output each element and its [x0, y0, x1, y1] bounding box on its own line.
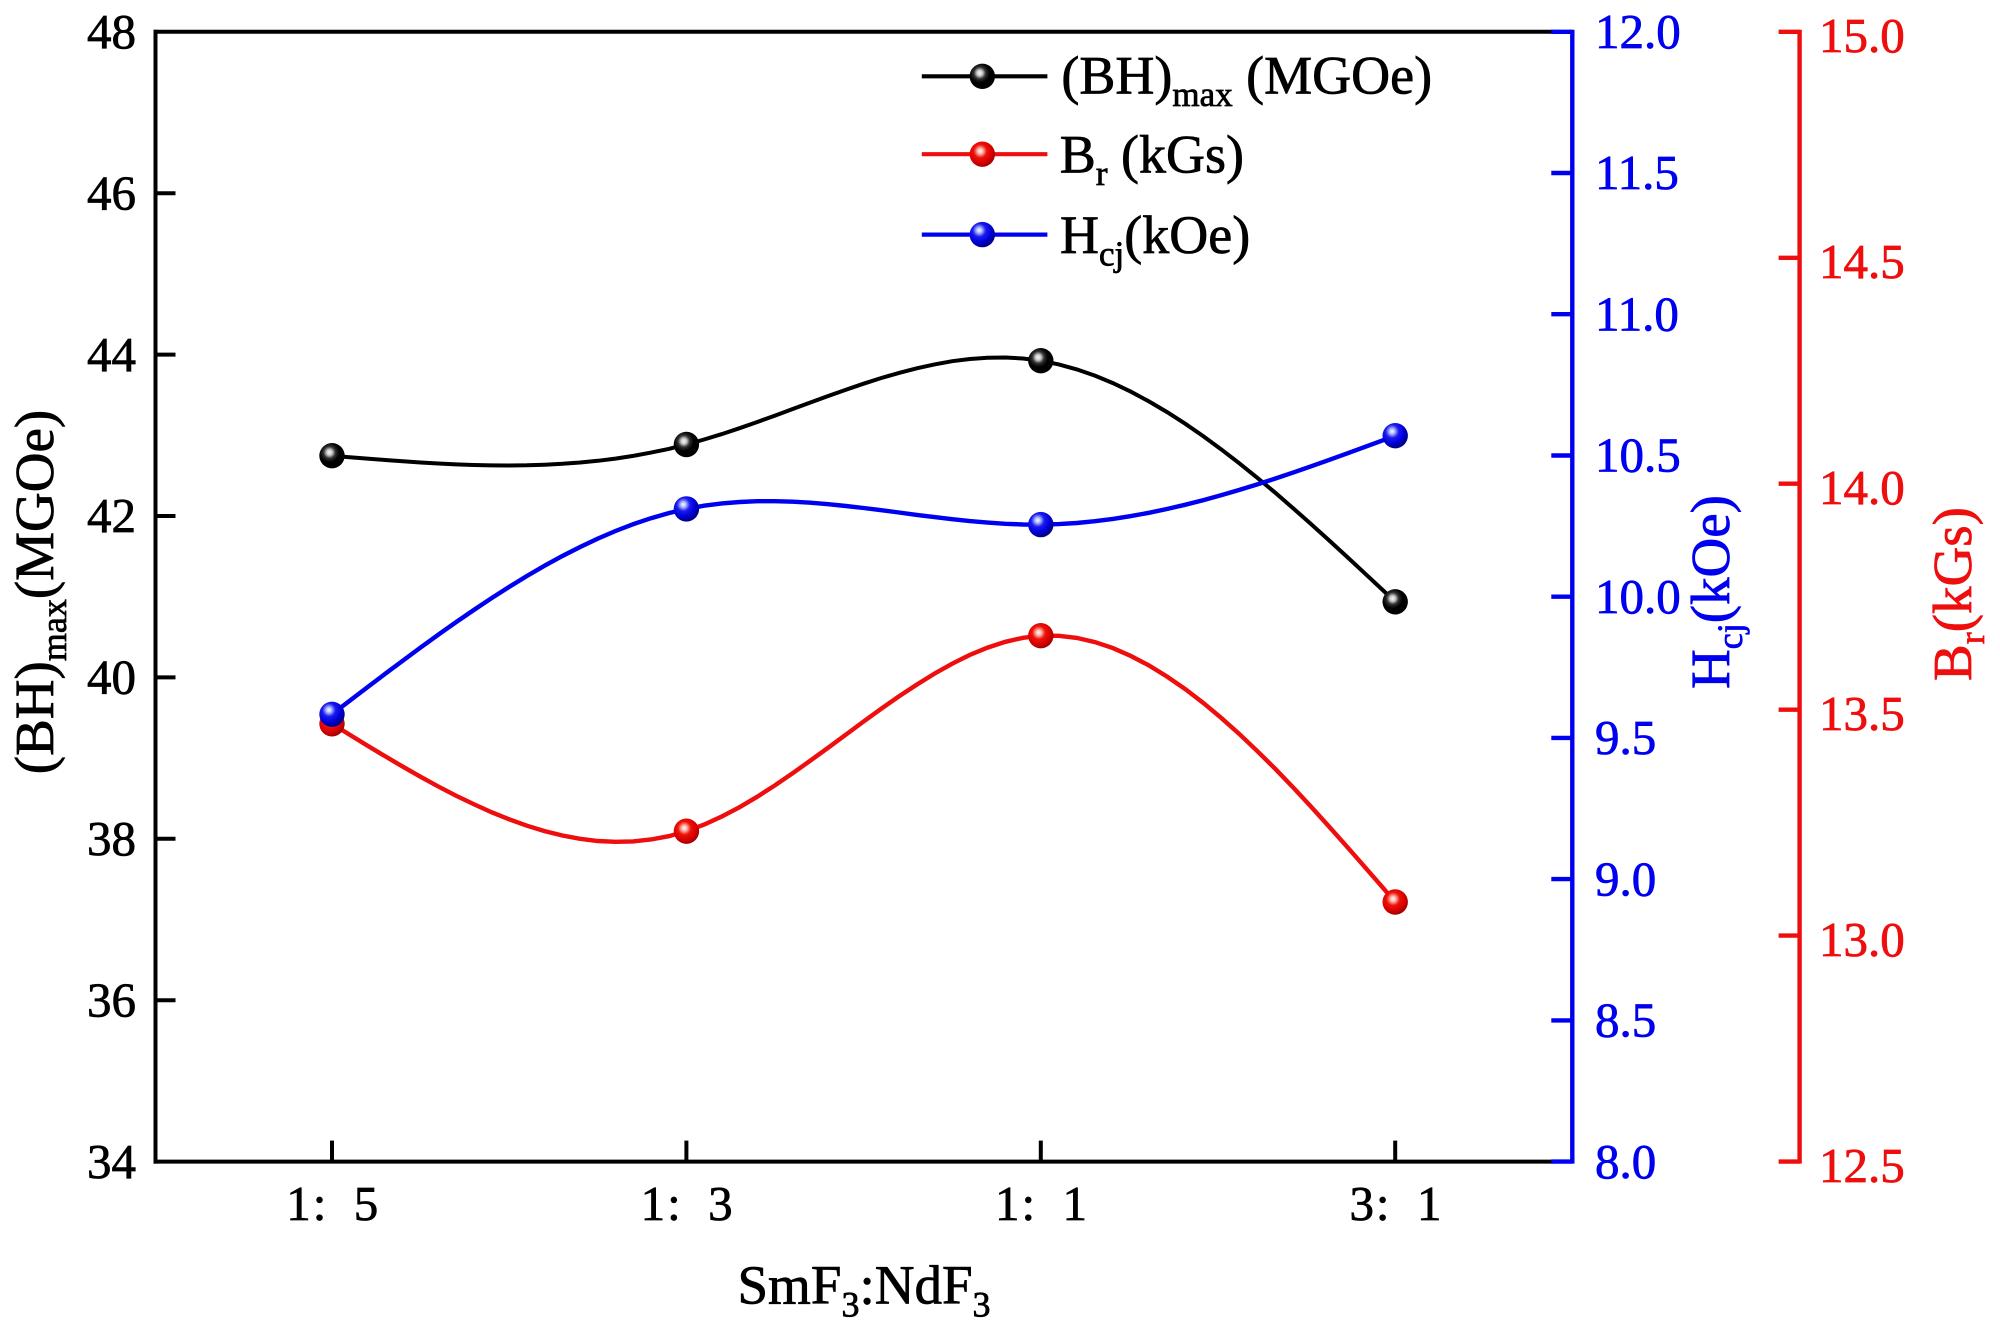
svg-text:46: 46 [87, 165, 136, 220]
svg-text:15.0: 15.0 [1819, 8, 1905, 63]
svg-text:(BH)max(MGOe): (BH)max(MGOe) [4, 410, 74, 774]
svg-text:Br(kGs): Br(kGs) [1922, 507, 1992, 681]
svg-text:34: 34 [87, 1134, 136, 1189]
svg-text:14.0: 14.0 [1819, 460, 1905, 515]
svg-text:42: 42 [87, 488, 136, 543]
svg-text:14.5: 14.5 [1819, 234, 1905, 289]
svg-text:SmF3:NdF3: SmF3:NdF3 [737, 1255, 990, 1325]
svg-text:10.0: 10.0 [1595, 569, 1681, 624]
svg-text:11.0: 11.0 [1595, 286, 1679, 341]
svg-text:13.5: 13.5 [1819, 686, 1905, 741]
svg-text:Br (kGs): Br (kGs) [1060, 124, 1244, 193]
svg-text:8.5: 8.5 [1595, 993, 1656, 1048]
svg-text:10.5: 10.5 [1595, 428, 1681, 483]
svg-text:1: 1 [1417, 1176, 1442, 1231]
svg-text:1: 1 [641, 1176, 666, 1231]
svg-text:12.0: 12.0 [1595, 4, 1681, 59]
svg-text::: : [667, 1176, 681, 1231]
svg-text:(BH)max (MGOe): (BH)max (MGOe) [1061, 46, 1432, 115]
svg-text:3: 3 [1349, 1176, 1374, 1231]
svg-text::: : [313, 1176, 327, 1231]
svg-text:9.0: 9.0 [1595, 851, 1656, 906]
svg-text:12.5: 12.5 [1819, 1138, 1905, 1193]
svg-text::: : [1376, 1176, 1390, 1231]
svg-text:Hcj(kOe): Hcj(kOe) [1060, 205, 1250, 274]
svg-text:48: 48 [87, 4, 136, 59]
svg-text:13.0: 13.0 [1819, 912, 1905, 967]
svg-text::: : [1021, 1176, 1035, 1231]
svg-text:44: 44 [87, 327, 136, 382]
svg-text:3: 3 [708, 1176, 733, 1231]
svg-text:9.5: 9.5 [1595, 710, 1656, 765]
svg-text:11.5: 11.5 [1595, 145, 1679, 200]
svg-text:1: 1 [995, 1176, 1020, 1231]
svg-text:36: 36 [87, 972, 136, 1027]
svg-text:Hcj(kOe): Hcj(kOe) [1680, 495, 1750, 689]
svg-text:40: 40 [87, 650, 136, 705]
svg-text:38: 38 [87, 811, 136, 866]
svg-text:5: 5 [354, 1176, 379, 1231]
svg-text:8.0: 8.0 [1595, 1134, 1656, 1189]
svg-text:1: 1 [286, 1176, 311, 1231]
svg-text:1: 1 [1063, 1176, 1088, 1231]
